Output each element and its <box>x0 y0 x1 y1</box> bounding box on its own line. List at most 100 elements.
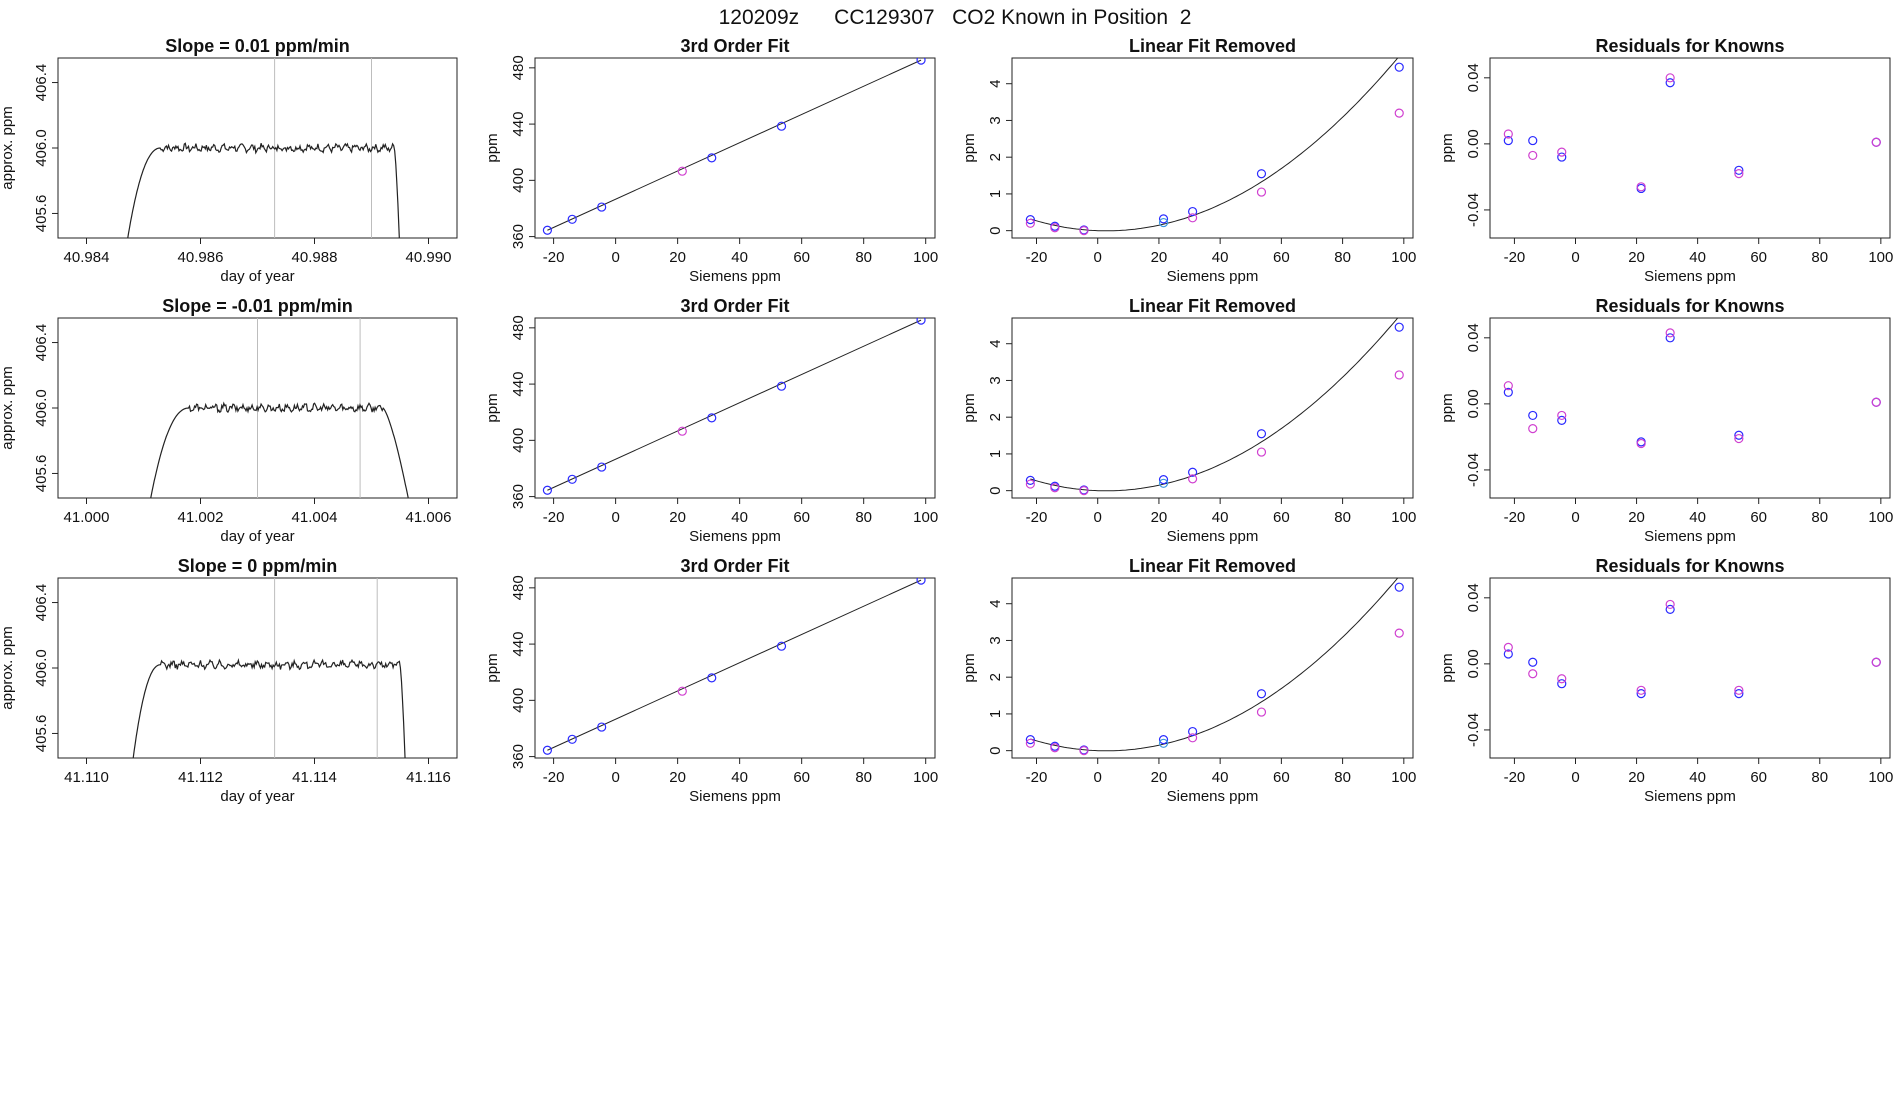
x-tick-label: 41.112 <box>178 769 223 786</box>
x-axis-label: Siemens ppm <box>689 268 781 285</box>
data-point <box>707 413 717 423</box>
x-axis-label: Siemens ppm <box>1167 268 1259 285</box>
plot-area <box>542 58 926 235</box>
y-tick-label: 406.4 <box>33 64 50 102</box>
fit-curve <box>1030 578 1399 752</box>
y-tick-label: 3 <box>987 116 1004 124</box>
x-tick-label: 100 <box>913 509 938 526</box>
x-tick-label: -20 <box>1504 509 1526 526</box>
panel-title: 3rd Order Fit <box>680 36 789 56</box>
plot-frame <box>1489 57 1891 239</box>
x-tick-label: -20 <box>543 769 565 786</box>
data-point <box>1188 474 1198 484</box>
y-tick-label: 405.6 <box>33 195 50 233</box>
x-tick-label: 0 <box>1571 509 1579 526</box>
data-point <box>1528 424 1538 434</box>
data-point <box>1025 215 1035 225</box>
plot-area <box>1503 328 1881 449</box>
y-tick-label: 0.00 <box>1465 389 1482 418</box>
data-point <box>1158 735 1169 745</box>
x-tick-label: 80 <box>855 769 872 786</box>
x-tick-label: 41.000 <box>64 509 110 526</box>
data-point <box>1557 674 1567 684</box>
plot-area <box>127 58 400 238</box>
x-tick-label: 60 <box>1273 509 1290 526</box>
data-point <box>1665 73 1675 83</box>
data-point <box>916 318 926 325</box>
data-point <box>1528 669 1538 679</box>
x-tick-label: 40 <box>731 249 748 266</box>
x-tick-label: 80 <box>1334 249 1351 266</box>
y-tick-label: 1 <box>987 190 1004 198</box>
data-point <box>1665 604 1675 614</box>
data-point <box>1665 333 1675 343</box>
x-tick-label: 100 <box>1391 249 1416 266</box>
data-point <box>1871 137 1881 147</box>
y-tick-label: 406.0 <box>33 129 50 167</box>
data-point <box>1050 743 1060 753</box>
data-point <box>1636 438 1646 449</box>
y-tick-label: 360 <box>510 224 527 249</box>
y-tick-label: 400 <box>510 168 527 193</box>
x-tick-label: 60 <box>1750 509 1767 526</box>
x-axis-label: Siemens ppm <box>689 528 781 545</box>
plot-frame <box>534 577 936 759</box>
y-tick-label: -0.04 <box>1465 713 1482 747</box>
x-tick-label: 20 <box>1151 509 1168 526</box>
y-tick-label: 440 <box>510 112 527 137</box>
x-tick-label: 40.984 <box>64 249 110 266</box>
data-point <box>1256 187 1267 197</box>
x-axis-label: Siemens ppm <box>689 788 781 805</box>
x-tick-label: 60 <box>793 249 810 266</box>
data-point <box>1025 479 1035 489</box>
data-point <box>1158 478 1169 488</box>
x-tick-label: 0 <box>1094 769 1102 786</box>
y-axis-label: ppm <box>1439 393 1456 422</box>
panel-r2c3: Linear Fit Removed-20 0 20 40 60 80 100Siemens… <box>961 296 1416 545</box>
data-point <box>776 121 787 131</box>
x-tick-label: -20 <box>1026 769 1048 786</box>
x-axis-label: day of year <box>220 788 294 805</box>
panel-r3c1: Slope = 0 ppm/min 41.110 41.112 41.114 41.11… <box>0 556 458 805</box>
x-tick-label: -20 <box>1504 769 1526 786</box>
x-tick-label: 60 <box>1750 249 1767 266</box>
panel-r1c4: Residuals for Knowns -20 0 20 40 60 80 100 Sieme… <box>1439 36 1893 285</box>
data-point <box>1557 147 1567 157</box>
data-point <box>1256 707 1267 717</box>
data-point <box>1665 78 1675 88</box>
plot-area <box>1025 58 1404 236</box>
panel-r3c4: Residuals for Knowns -20 0 20 40 60 80 100 Sieme… <box>1439 556 1893 805</box>
plot-area <box>1025 318 1404 496</box>
x-tick-label: -20 <box>1026 249 1048 266</box>
data-point <box>542 225 553 235</box>
data-point <box>1256 429 1267 439</box>
x-tick-label: 80 <box>1811 249 1828 266</box>
data-point <box>567 734 577 744</box>
x-tick-label: 0 <box>611 509 619 526</box>
data-point <box>776 381 787 391</box>
plot-frame <box>534 57 936 239</box>
y-tick-label: 360 <box>510 484 527 509</box>
y-tick-label: 405.6 <box>33 715 50 753</box>
y-tick-label: 480 <box>510 55 527 80</box>
data-point <box>1734 688 1744 699</box>
data-point <box>1394 322 1404 332</box>
y-tick-label: 1 <box>987 710 1004 718</box>
y-tick-label: 360 <box>510 744 527 769</box>
x-tick-label: 80 <box>1811 769 1828 786</box>
y-tick-label: 480 <box>510 315 527 340</box>
data-point <box>1079 226 1089 236</box>
x-tick-label: 20 <box>669 509 686 526</box>
data-point <box>916 58 926 65</box>
data-point <box>1256 447 1267 457</box>
y-tick-label: 2 <box>987 413 1004 421</box>
data-point <box>1557 410 1567 421</box>
x-tick-label: 0 <box>611 769 619 786</box>
x-axis-label: Siemens ppm <box>1644 788 1736 805</box>
plot-area <box>132 578 406 758</box>
y-tick-label: 0 <box>987 226 1004 234</box>
y-axis-label: ppm <box>1439 133 1456 162</box>
panel-r2c2: 3rd Order Fit -20 0 20 40 60 80 100 Siemens ppm 3… <box>484 296 938 545</box>
y-tick-label: -0.04 <box>1465 453 1482 487</box>
panel-title: Slope = -0.01 ppm/min <box>162 296 353 316</box>
